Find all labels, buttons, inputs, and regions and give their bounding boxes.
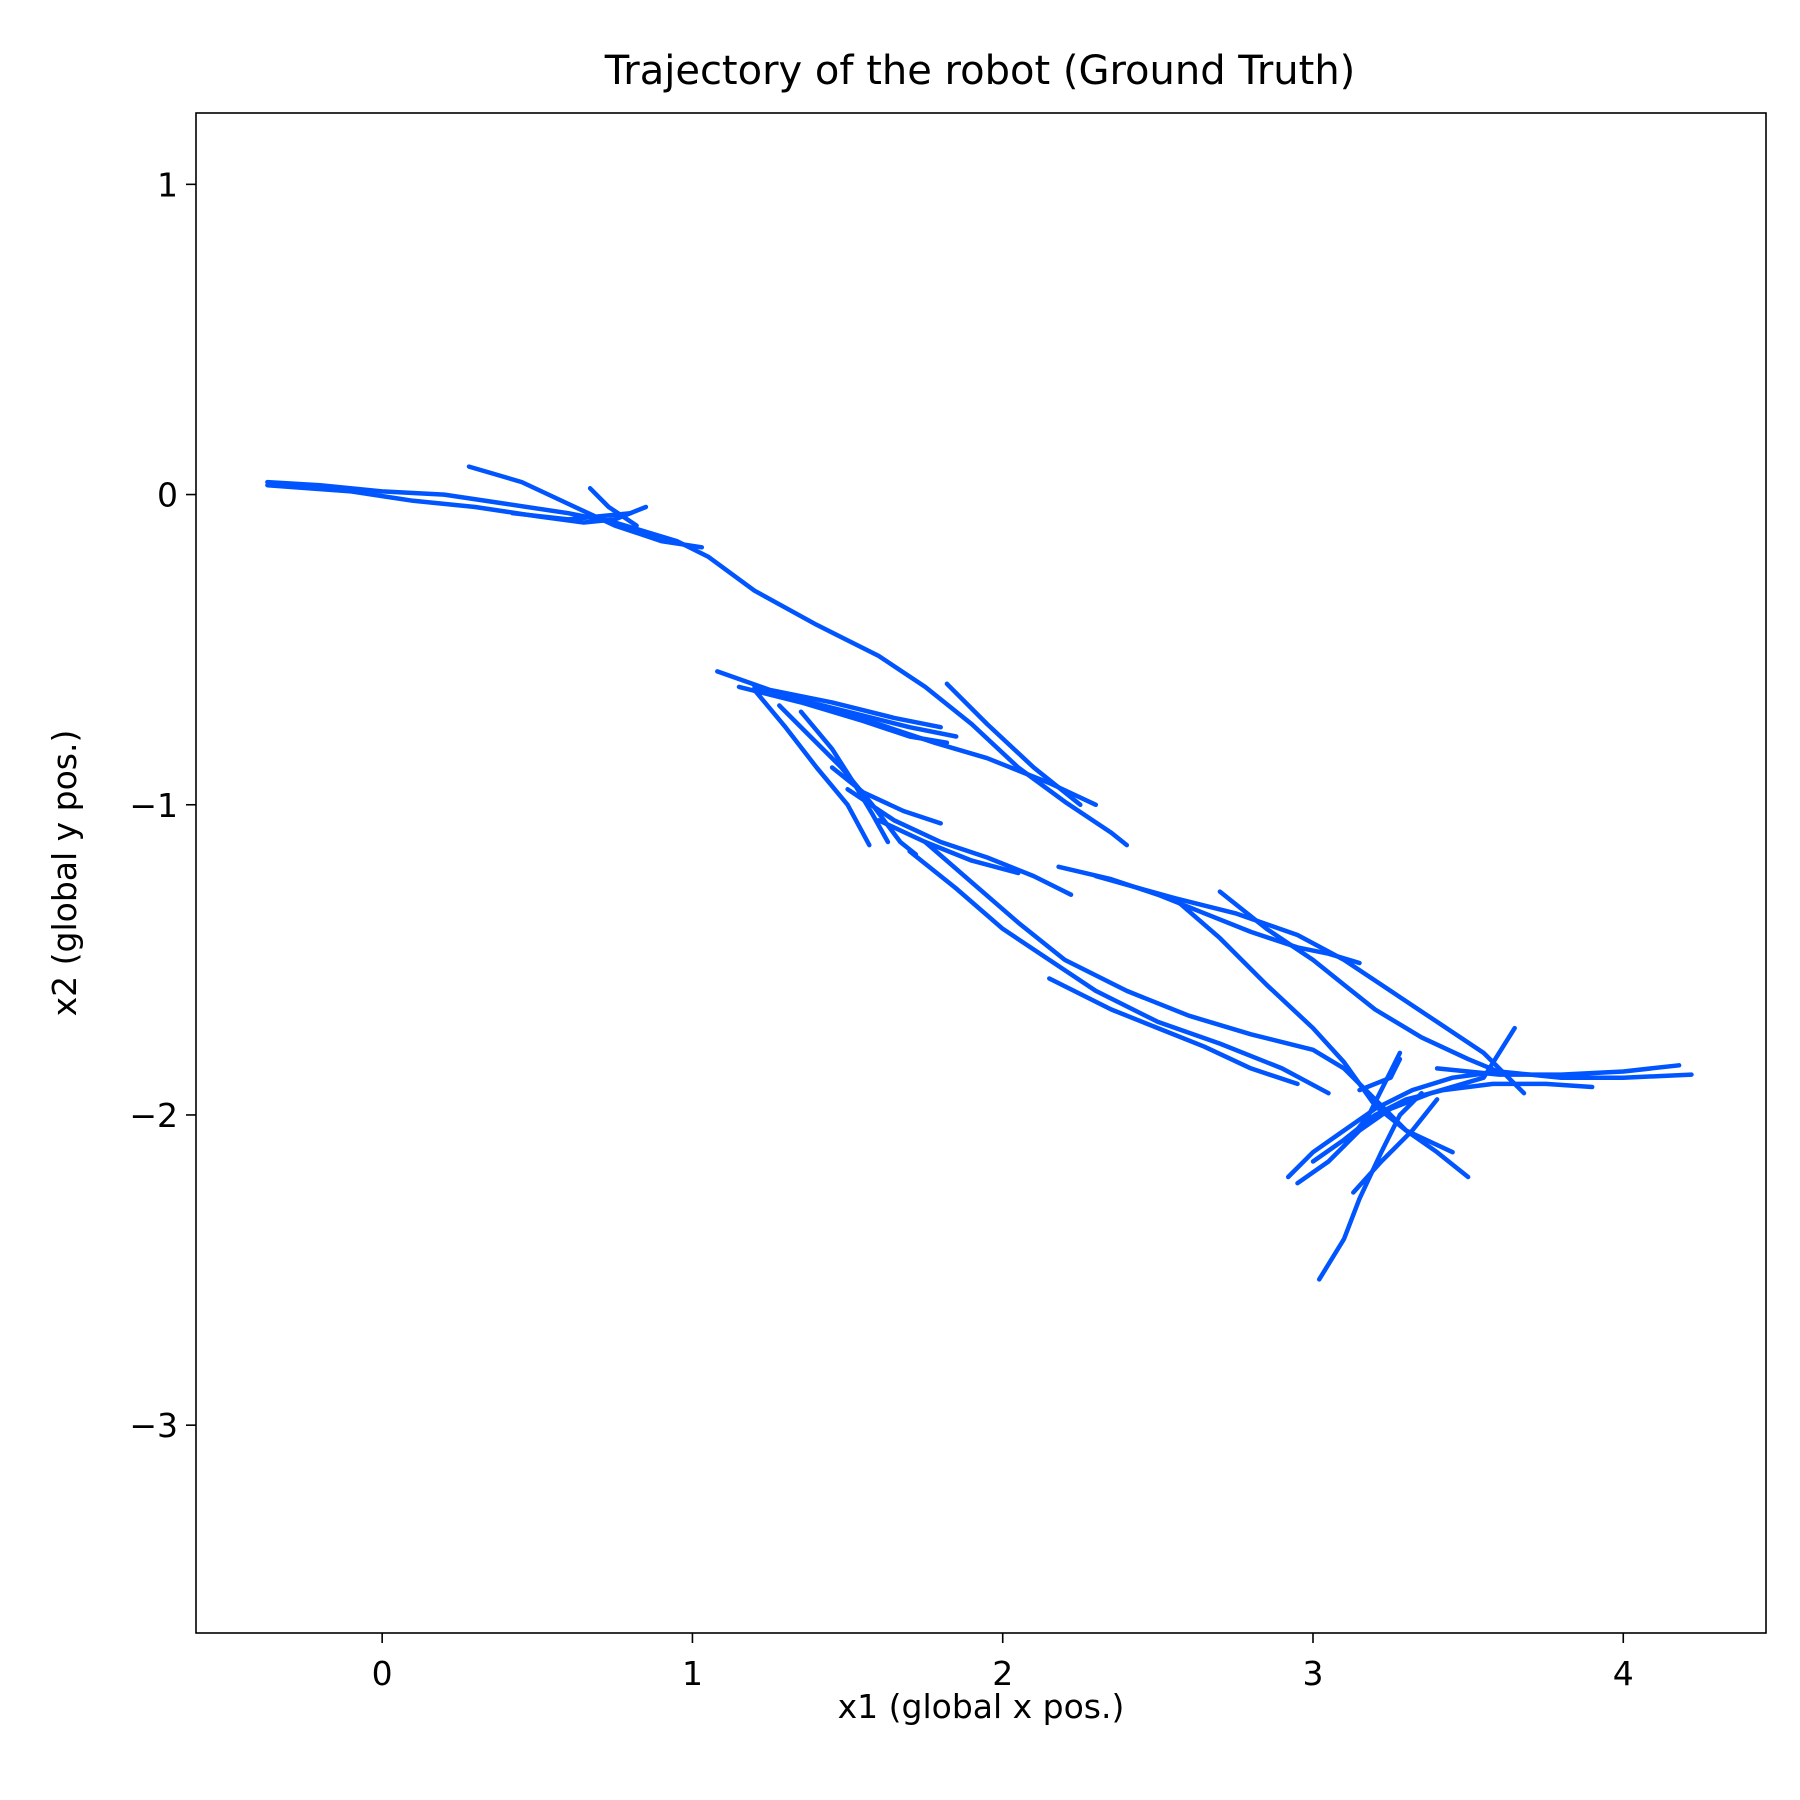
y-tick-label: −3 bbox=[129, 1406, 178, 1445]
trajectory-segment-9 bbox=[944, 681, 1083, 808]
trajectory-segment-5 bbox=[715, 669, 943, 730]
x-tick-label: 2 bbox=[992, 1654, 1013, 1693]
x-tick-label: 4 bbox=[1613, 1654, 1634, 1693]
chart-title: Trajectory of the robot (Ground Truth) bbox=[604, 48, 1356, 94]
trajectory-segment-3 bbox=[510, 510, 633, 522]
x-tick-label: 1 bbox=[682, 1654, 703, 1693]
axes-frame bbox=[195, 112, 1767, 1634]
y-axis-ticks: 1 0 −1 −2 −3 bbox=[129, 165, 196, 1445]
trajectory-segment-2 bbox=[466, 464, 705, 550]
trajectory-segment-17 bbox=[922, 839, 1471, 1180]
trajectory-segment-16 bbox=[907, 849, 1331, 1096]
trajectory-segment-21 bbox=[1217, 889, 1508, 1077]
trajectory-segment-14 bbox=[845, 786, 1074, 897]
x-axis-ticks: 0 1 2 3 4 bbox=[372, 1633, 1634, 1693]
y-axis-title: x2 (global y pos.) bbox=[45, 730, 84, 1017]
trajectory-segment-22 bbox=[1171, 895, 1455, 1155]
trajectory-segment-4 bbox=[587, 486, 639, 528]
trajectory-segment-13 bbox=[829, 765, 943, 826]
trajectory-segment-1 bbox=[265, 482, 649, 525]
trajectory-segment-28 bbox=[1351, 1097, 1440, 1195]
trajectory-segment-27 bbox=[1341, 1050, 1403, 1149]
trajectory-segment-24 bbox=[1285, 1069, 1694, 1180]
trajectory-segment-26 bbox=[1310, 1081, 1595, 1164]
trajectory-segment-10 bbox=[752, 687, 872, 848]
trajectory-segment-20 bbox=[1093, 873, 1527, 1096]
x-tick-label: 3 bbox=[1302, 1654, 1323, 1693]
y-tick-label: −1 bbox=[129, 786, 178, 825]
trajectory-segment-0 bbox=[265, 479, 1130, 848]
x-axis-title: x1 (global x pos.) bbox=[838, 1687, 1125, 1726]
trajectory-segment-30 bbox=[1357, 1056, 1403, 1093]
trajectory-segment-18 bbox=[1047, 976, 1300, 1087]
y-tick-label: 1 bbox=[157, 165, 178, 204]
y-tick-label: −2 bbox=[129, 1096, 178, 1135]
trajectory-segment-19 bbox=[1056, 864, 1362, 966]
y-tick-label: 0 bbox=[157, 476, 178, 515]
trajectory-segment-8 bbox=[783, 693, 959, 739]
trajectory-segment-29 bbox=[1434, 1063, 1682, 1077]
plot-area bbox=[265, 464, 1694, 1282]
x-tick-label: 0 bbox=[372, 1654, 393, 1693]
trajectory-segment-15 bbox=[876, 818, 1021, 876]
